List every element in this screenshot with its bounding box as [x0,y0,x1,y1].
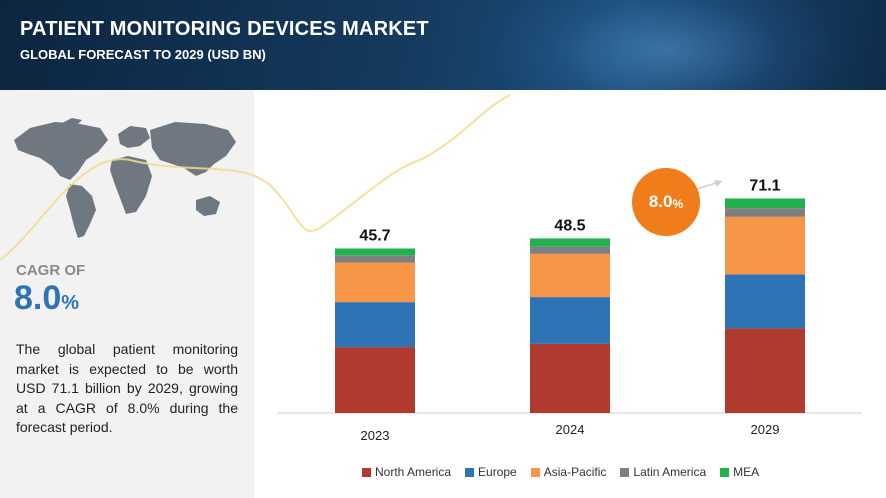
header-glow [486,0,846,90]
legend-swatch [530,467,540,477]
bar-segment-asia-pacific-2024 [530,253,610,298]
cagr-value: 8.0% [14,279,79,318]
x-tick-label-2023: 2023 [361,428,390,443]
bar-segment-asia-pacific-2023 [335,262,415,303]
bars-layer: 45.7 2023 48.5 2024 71.1 2029 [335,177,805,443]
bar-segment-europe-2024 [530,297,610,344]
legend-item-europe: Europe [465,465,517,479]
legend-item-latin-america: Latin America [620,465,706,479]
legend-item-asia-pacific: Asia-Pacific [530,465,607,479]
x-tick-label-2024: 2024 [556,422,585,437]
cagr-value-unit: % [61,292,80,314]
x-tick-label-2029: 2029 [751,422,780,437]
bar-segment-mea-2024 [530,238,610,247]
legend-item-north-america: North America [362,465,451,479]
legend-swatch [720,467,730,477]
legend-label: Asia-Pacific [543,465,607,479]
bar-segment-europe-2029 [725,274,805,329]
legend-label: Europe [478,465,517,479]
legend-swatch [465,467,475,477]
chart-title: PATIENT MONITORING DEVICES MARKET [20,18,429,40]
chart-legend: North America Europe Asia-Pacific Latin Ame… [362,465,759,479]
bar-segment-latin-america-2029 [725,208,805,217]
bar-segment-north-america-2023 [335,347,415,413]
total-label-2024: 48.5 [554,217,585,234]
bar-segment-north-america-2029 [725,328,805,413]
legend-swatch [620,467,630,477]
bar-segment-europe-2023 [335,302,415,348]
cagr-bubble-number: 8.0 [648,192,673,211]
decorative-curve [0,94,511,261]
bar-segment-mea-2023 [335,248,415,256]
total-label-2023: 45.7 [359,227,390,244]
legend-swatch [362,467,371,477]
bar-segment-latin-america-2024 [530,246,610,254]
header-banner: PATIENT MONITORING DEVICES MARKET GLOBAL… [0,0,886,90]
bar-segment-north-america-2024 [530,343,610,413]
cagr-bubble-unit: % [672,197,684,211]
cagr-label: CAGR OF [16,262,86,279]
world-map-icon [14,118,236,238]
chart-subtitle: GLOBAL FORECAST TO 2029 (USD BN) [20,47,266,62]
legend-item-mea: MEA [720,465,759,479]
cagr-value-number: 8.0 [14,279,62,317]
legend-label: MEA [733,465,760,479]
legend-label: Latin America [633,465,707,479]
bar-segment-asia-pacific-2029 [725,216,805,275]
bar-segment-mea-2029 [725,198,805,209]
total-label-2029: 71.1 [749,177,780,194]
bar-segment-latin-america-2023 [335,255,415,263]
market-description: The global patient monitoring market is … [16,341,238,435]
cagr-bubble: 8.0% [632,168,700,236]
legend-label: North America [375,465,452,479]
